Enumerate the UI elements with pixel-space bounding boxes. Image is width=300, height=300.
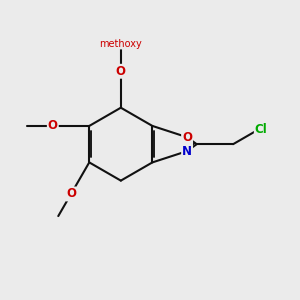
- Text: O: O: [182, 131, 192, 144]
- Text: Cl: Cl: [255, 122, 268, 136]
- Text: methoxy: methoxy: [100, 39, 142, 49]
- Text: O: O: [66, 188, 76, 200]
- Text: O: O: [116, 65, 126, 78]
- Text: O: O: [48, 119, 58, 132]
- Text: methoxy: methoxy: [121, 43, 127, 44]
- Text: N: N: [182, 145, 192, 158]
